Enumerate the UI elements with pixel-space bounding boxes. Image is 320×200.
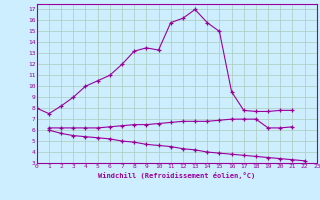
X-axis label: Windchill (Refroidissement éolien,°C): Windchill (Refroidissement éolien,°C) (98, 172, 255, 179)
